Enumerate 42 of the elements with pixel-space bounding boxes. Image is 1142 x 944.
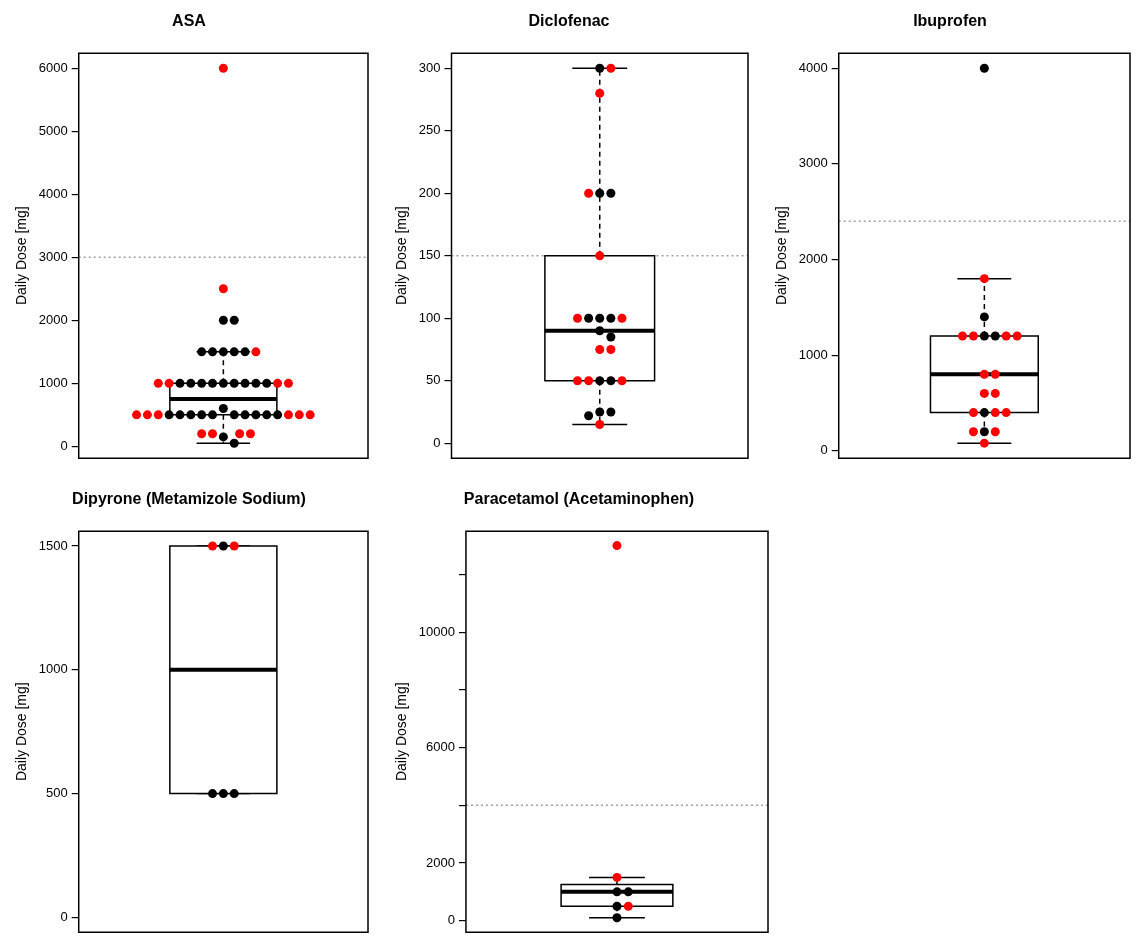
y-tick-label: 2000: [798, 251, 828, 267]
chart-title: Paracetamol (Acetaminophen): [463, 490, 695, 508]
y-tick-label: 1000: [798, 346, 828, 362]
y-axis-title: Daily Dose [mg]: [393, 206, 410, 306]
y-tick-label: 0: [433, 434, 441, 450]
y-tick-label: 1000: [38, 374, 68, 390]
y-axis-title: Daily Dose [mg]: [393, 682, 410, 782]
y-tick-label: 0: [447, 912, 455, 928]
y-tick-label: 6000: [426, 739, 455, 755]
chart-title: ASA: [172, 12, 207, 30]
point: [612, 541, 622, 551]
y-tick-label: 0: [820, 442, 828, 458]
y-tick-label: 0: [60, 908, 68, 924]
y-tick-label: 1500: [38, 537, 68, 553]
y-tick-label: 5000: [38, 122, 68, 138]
point: [612, 887, 622, 897]
y-tick-label: 2000: [426, 854, 455, 870]
y-axis-title: Daily Dose [mg]: [13, 682, 30, 782]
y-tick-label: 0: [60, 437, 68, 453]
y-tick-label: 4000: [38, 185, 68, 201]
y-tick-label: 2000: [38, 311, 68, 327]
y-tick-label: 6000: [38, 59, 68, 75]
chart-title: Dipyrone (Metamizole Sodium): [72, 490, 306, 508]
y-tick-label: 100: [418, 309, 441, 325]
y-axis-title: Daily Dose [mg]: [13, 206, 30, 306]
y-axis-title: Daily Dose [mg]: [773, 206, 790, 306]
y-tick-label: 300: [418, 59, 441, 75]
y-tick-label: 3000: [798, 155, 828, 171]
point: [612, 901, 622, 911]
y-tick-label: 150: [418, 247, 441, 263]
chart-title: Diclofenac: [528, 12, 610, 30]
y-tick-label: 4000: [798, 59, 828, 75]
y-tick-label: 50: [426, 372, 441, 388]
chart-title: Ibuprofen: [913, 12, 987, 30]
y-tick-label: 10000: [418, 623, 455, 639]
y-tick-label: 1000: [38, 661, 68, 677]
y-tick-label: 3000: [38, 248, 68, 264]
y-tick-label: 200: [418, 184, 441, 200]
point: [612, 913, 622, 923]
point: [612, 872, 622, 882]
y-tick-label: 500: [46, 785, 68, 801]
y-tick-label: 250: [418, 122, 441, 138]
